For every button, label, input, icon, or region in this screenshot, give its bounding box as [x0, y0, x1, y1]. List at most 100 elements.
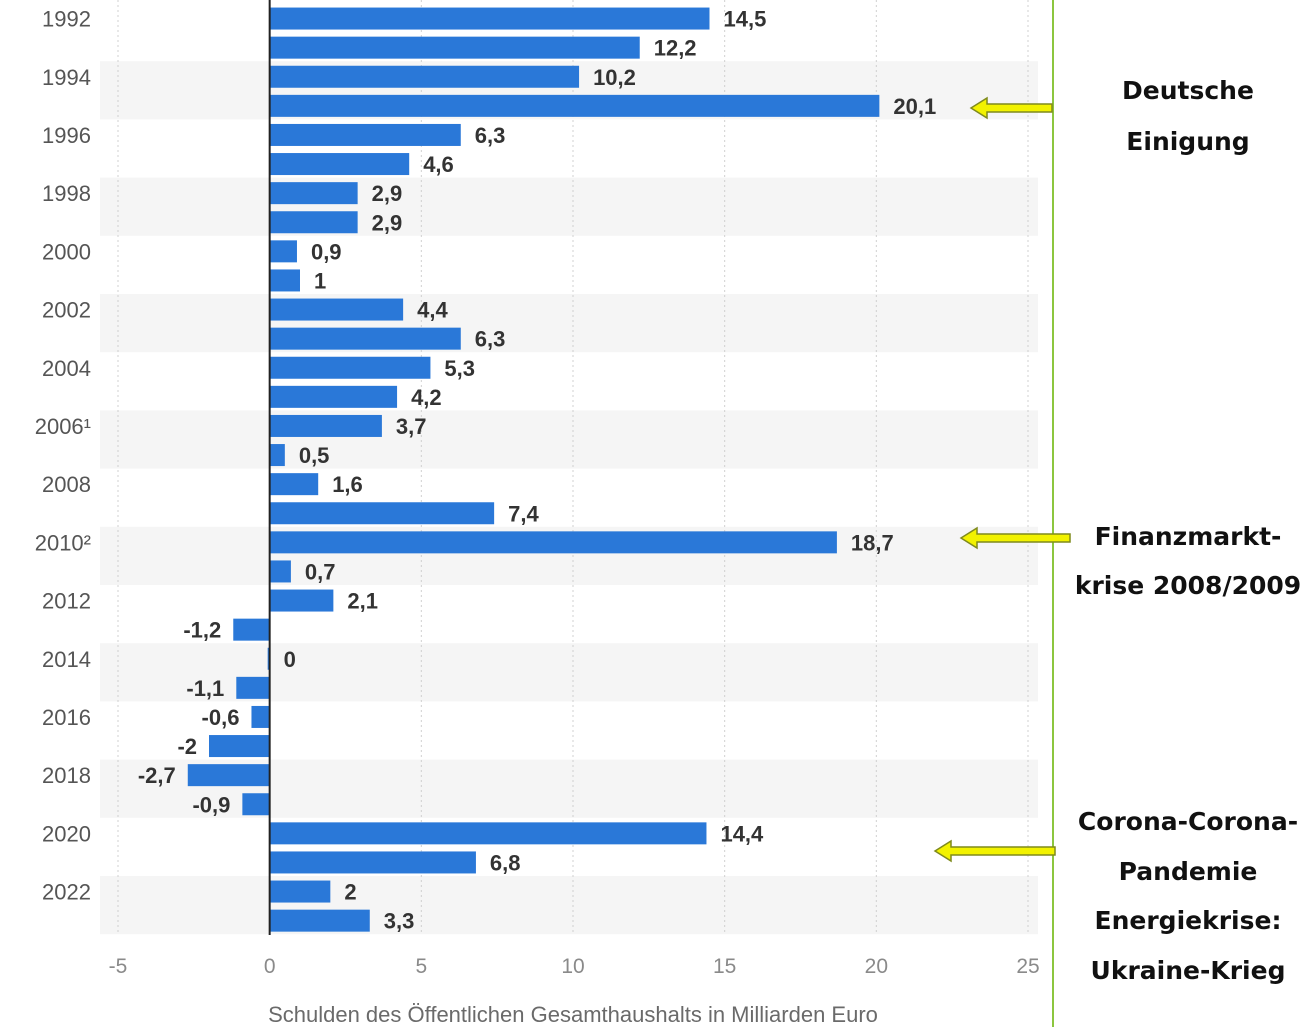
bar: [269, 211, 358, 234]
bar: [269, 182, 358, 205]
value-label: -0,6: [202, 705, 240, 730]
bar: [269, 356, 431, 379]
value-label: -1,2: [183, 618, 221, 643]
bar: [269, 269, 300, 292]
value-label: 0: [284, 647, 296, 672]
bar: [269, 502, 495, 525]
value-label: 12,2: [654, 36, 697, 61]
value-label: 6,3: [475, 327, 506, 352]
year-label: 2004: [42, 356, 91, 381]
year-label: 1992: [42, 7, 91, 32]
row-stripe: [100, 177, 1038, 236]
x-tick-label: 20: [865, 955, 888, 978]
value-label: 14,5: [724, 7, 767, 32]
value-label: 6,8: [490, 850, 521, 875]
annotation-arrow-icon: [969, 96, 1053, 120]
bar: [209, 735, 270, 758]
annotation-text: Corona-Corona-: [1078, 807, 1298, 836]
year-label: 2010²: [35, 530, 91, 555]
bar: [269, 123, 461, 146]
year-label: 2006¹: [35, 414, 91, 439]
year-label: 2008: [42, 472, 91, 497]
value-label: 4,4: [417, 298, 448, 323]
bar: [187, 764, 270, 787]
x-tick-label: 5: [415, 955, 427, 978]
value-label: 3,7: [396, 414, 427, 439]
annotations-group: Deutsche Einigung Finanzmarkt-krise 2008/2…: [933, 76, 1301, 985]
bar: [233, 618, 270, 641]
annotation-text: Ukraine-Krieg: [1091, 956, 1286, 985]
year-label: 2000: [42, 239, 91, 264]
bar: [269, 153, 410, 176]
value-label: 18,7: [851, 530, 894, 555]
bar: [269, 327, 461, 350]
annotation-text: Pandemie: [1119, 857, 1258, 886]
bar: [269, 414, 382, 437]
row-stripes: [100, 61, 1038, 935]
x-axis-title: Schulden des Öffentlichen Gesamthaushalt…: [268, 1002, 878, 1027]
annotation-arrow-icon: [959, 526, 1071, 550]
bar: [269, 531, 837, 554]
annotation-arrow-icon: [933, 839, 1056, 863]
value-label: 7,4: [508, 501, 539, 526]
bar: [251, 705, 270, 728]
year-label: 1994: [42, 65, 91, 90]
bar: [269, 36, 640, 59]
bar: [242, 793, 270, 816]
year-label: 1996: [42, 123, 91, 148]
annotation-text: Deutsche: [1122, 76, 1254, 105]
year-label: 2002: [42, 298, 91, 323]
value-label: 2,9: [372, 210, 403, 235]
bar: [236, 676, 270, 699]
value-label: 0,5: [299, 443, 330, 468]
row-stripe: [100, 294, 1038, 353]
x-tick-label: 0: [264, 955, 276, 978]
x-tick-labels: -5 0 5 10 15 20 25: [109, 955, 1040, 978]
value-label: 2: [344, 880, 356, 905]
value-label: 14,4: [720, 821, 764, 846]
bar: [269, 880, 331, 903]
year-label: 2016: [42, 705, 91, 730]
x-tick-label: 15: [713, 955, 736, 978]
value-label: 4,6: [423, 152, 454, 177]
bar: [269, 589, 334, 612]
bar: [269, 94, 880, 117]
bar: [269, 7, 710, 30]
bar: [269, 822, 707, 845]
year-label: 2020: [42, 821, 91, 846]
value-label: 2,1: [347, 589, 378, 614]
annotation-text: krise 2008/2009: [1075, 571, 1301, 600]
value-label: 0,7: [305, 559, 336, 584]
bar: [269, 65, 580, 88]
x-tick-label: -5: [109, 955, 128, 978]
bar: [269, 560, 291, 583]
year-label: 2012: [42, 589, 91, 614]
value-label: 1: [314, 268, 326, 293]
bar: [269, 298, 404, 321]
value-label: 5,3: [444, 356, 475, 381]
value-label: 4,2: [411, 385, 442, 410]
row-stripe: [100, 410, 1038, 469]
year-label: 2022: [42, 880, 91, 905]
bars-group: [187, 7, 880, 932]
value-label: 0,9: [311, 239, 342, 264]
bar: [269, 851, 476, 874]
value-label: 6,3: [475, 123, 506, 148]
vertical-gridlines: [117, 0, 1029, 935]
value-label: 10,2: [593, 65, 636, 90]
value-label: 1,6: [332, 472, 363, 497]
annotation-text: Einigung: [1126, 127, 1249, 156]
value-label: 2,9: [372, 181, 403, 206]
year-labels: 1992 1994 1996 1998 2000 2002 2004 2006¹ 2008 201…: [35, 7, 91, 905]
value-label: -2,7: [138, 763, 176, 788]
year-label: 2018: [42, 763, 91, 788]
value-label: 20,1: [893, 94, 936, 119]
x-tick-label: 10: [561, 955, 584, 978]
bar: [269, 385, 398, 408]
value-label: -1,1: [186, 676, 224, 701]
bar: [269, 444, 285, 467]
value-label: -2: [177, 734, 197, 759]
value-label: 3,3: [384, 909, 415, 934]
x-tick-label: 25: [1016, 955, 1039, 978]
